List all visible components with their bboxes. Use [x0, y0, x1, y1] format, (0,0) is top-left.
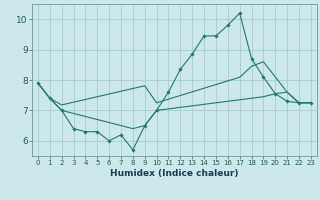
X-axis label: Humidex (Indice chaleur): Humidex (Indice chaleur) [110, 169, 239, 178]
